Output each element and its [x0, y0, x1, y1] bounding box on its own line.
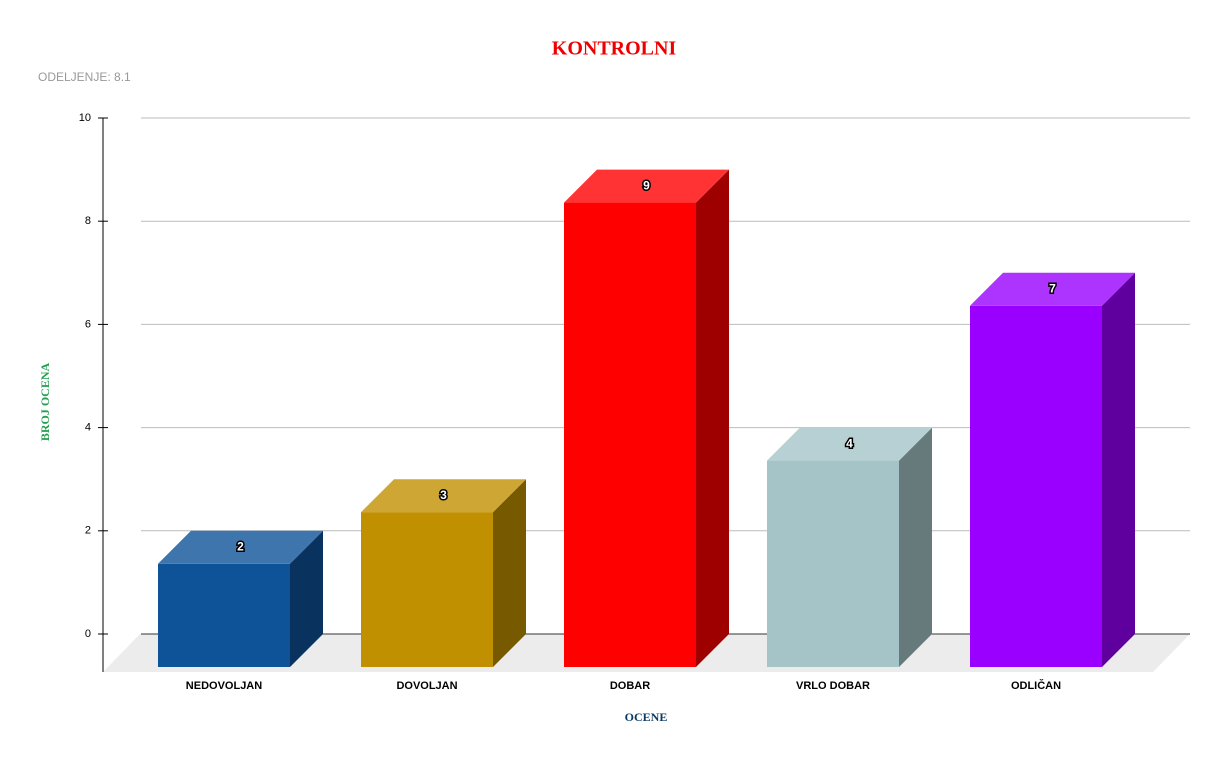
bar	[158, 563, 290, 667]
x-tick-label: DOVOLJAN	[396, 680, 457, 692]
y-tick-label: 10	[79, 112, 91, 124]
y-axis-label: BROJ OCENA	[38, 362, 52, 441]
bar-top	[767, 427, 932, 461]
bar-top	[564, 169, 729, 203]
y-tick-label: 8	[85, 215, 91, 227]
bar-side	[899, 427, 932, 667]
value-label: 3	[440, 488, 447, 502]
x-tick-label: NEDOVOLJAN	[186, 680, 262, 692]
bar-side	[696, 169, 729, 667]
bar	[767, 460, 899, 667]
y-tick-label: 0	[85, 628, 91, 640]
y-tick-label: 2	[85, 525, 91, 537]
subtitle: ODELJENJE: 8.1	[38, 70, 131, 84]
value-label: 9	[643, 178, 650, 192]
bar	[361, 512, 493, 667]
y-tick-label: 4	[85, 422, 91, 434]
bar-side	[1102, 272, 1135, 667]
bar-side	[290, 530, 323, 667]
bar-top	[158, 530, 323, 564]
bar-top	[970, 272, 1135, 306]
y-tick-label: 6	[85, 318, 91, 330]
bar-side	[493, 479, 526, 667]
bar	[970, 305, 1102, 667]
chart-title: KONTROLNI	[552, 38, 677, 60]
x-tick-label: ODLIČAN	[1011, 679, 1061, 692]
bar	[564, 202, 696, 667]
x-tick-label: VRLO DOBAR	[796, 680, 870, 692]
value-label: 7	[1049, 281, 1056, 295]
bar-top	[361, 479, 526, 513]
x-axis-label: OCENE	[625, 710, 668, 724]
value-label: 2	[237, 539, 244, 553]
x-tick-label: DOBAR	[610, 680, 650, 692]
value-label: 4	[846, 436, 853, 450]
